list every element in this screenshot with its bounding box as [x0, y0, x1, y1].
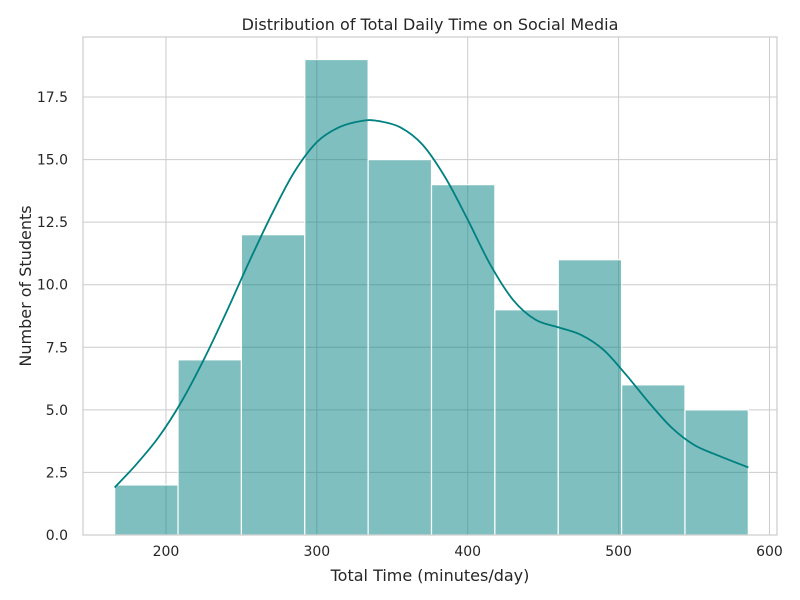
- x-tick-label: 200: [153, 544, 180, 560]
- y-tick-label: 0.0: [46, 528, 68, 544]
- histogram-bar: [177, 359, 243, 536]
- y-tick-labels: 0.0 2.5 5.0 7.5 10.0 12.5 15.0 17.5: [37, 90, 68, 544]
- bars: [114, 58, 749, 536]
- x-tick-label: 500: [605, 544, 632, 560]
- plot-frame: [82, 36, 778, 536]
- histogram-bar: [114, 484, 179, 536]
- histogram-bar: [684, 409, 749, 536]
- x-tick-label: 300: [303, 544, 330, 560]
- y-tick-label: 5.0: [46, 403, 68, 419]
- y-axis-label: Number of Students: [16, 205, 35, 366]
- x-axis-label: Total Time (minutes/day): [330, 566, 530, 585]
- x-tick-labels: 200 300 400 500 600: [153, 544, 783, 560]
- kde-curve: [114, 119, 749, 489]
- y-tick-label: 12.5: [37, 215, 68, 231]
- x-tick-label: 600: [756, 544, 783, 560]
- y-tick-label: 2.5: [46, 465, 68, 481]
- histogram-bar: [430, 184, 496, 536]
- y-tick-label: 7.5: [46, 340, 68, 356]
- chart-title: Distribution of Total Daily Time on Soci…: [242, 15, 619, 34]
- histogram-bar: [367, 159, 433, 536]
- histogram-bar: [240, 234, 306, 536]
- histogram-bar: [304, 58, 369, 536]
- histogram-bar: [557, 259, 623, 536]
- y-tick-label: 17.5: [37, 90, 68, 106]
- histogram-bar: [621, 384, 686, 536]
- y-tick-label: 10.0: [37, 278, 68, 294]
- x-tick-label: 400: [454, 544, 481, 560]
- histogram-bar: [494, 309, 559, 536]
- y-tick-label: 15.0: [37, 153, 68, 169]
